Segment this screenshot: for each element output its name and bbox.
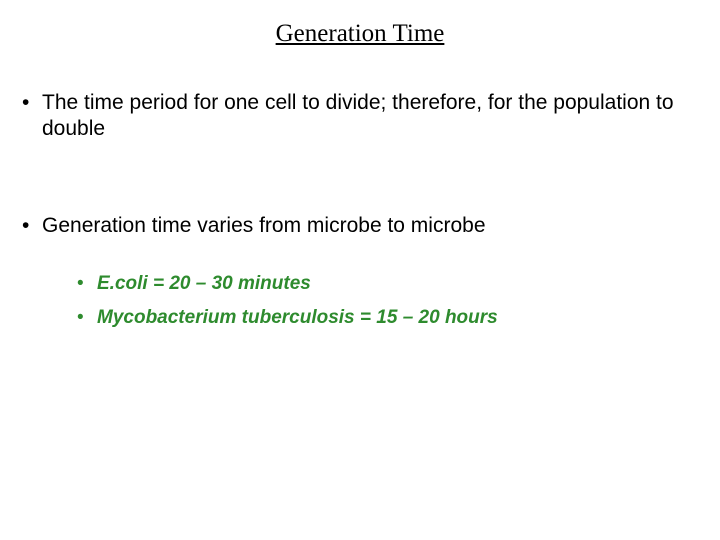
bullet-item: Generation time varies from microbe to m… [20,213,690,334]
sub-bullet-item: Mycobacterium tuberculosis = 15 – 20 hou… [77,303,690,333]
bullet-text: Generation time varies from microbe to m… [42,214,486,237]
sub-bullet-list: E.coli = 20 – 30 minutes Mycobacterium t… [42,269,690,334]
slide: Generation Time The time period for one … [0,0,720,540]
slide-title: Generation Time [0,20,720,48]
sub-bullet-item: E.coli = 20 – 30 minutes [77,269,690,299]
bullet-item: The time period for one cell to divide; … [20,90,690,143]
bullet-list: The time period for one cell to divide; … [20,90,690,404]
